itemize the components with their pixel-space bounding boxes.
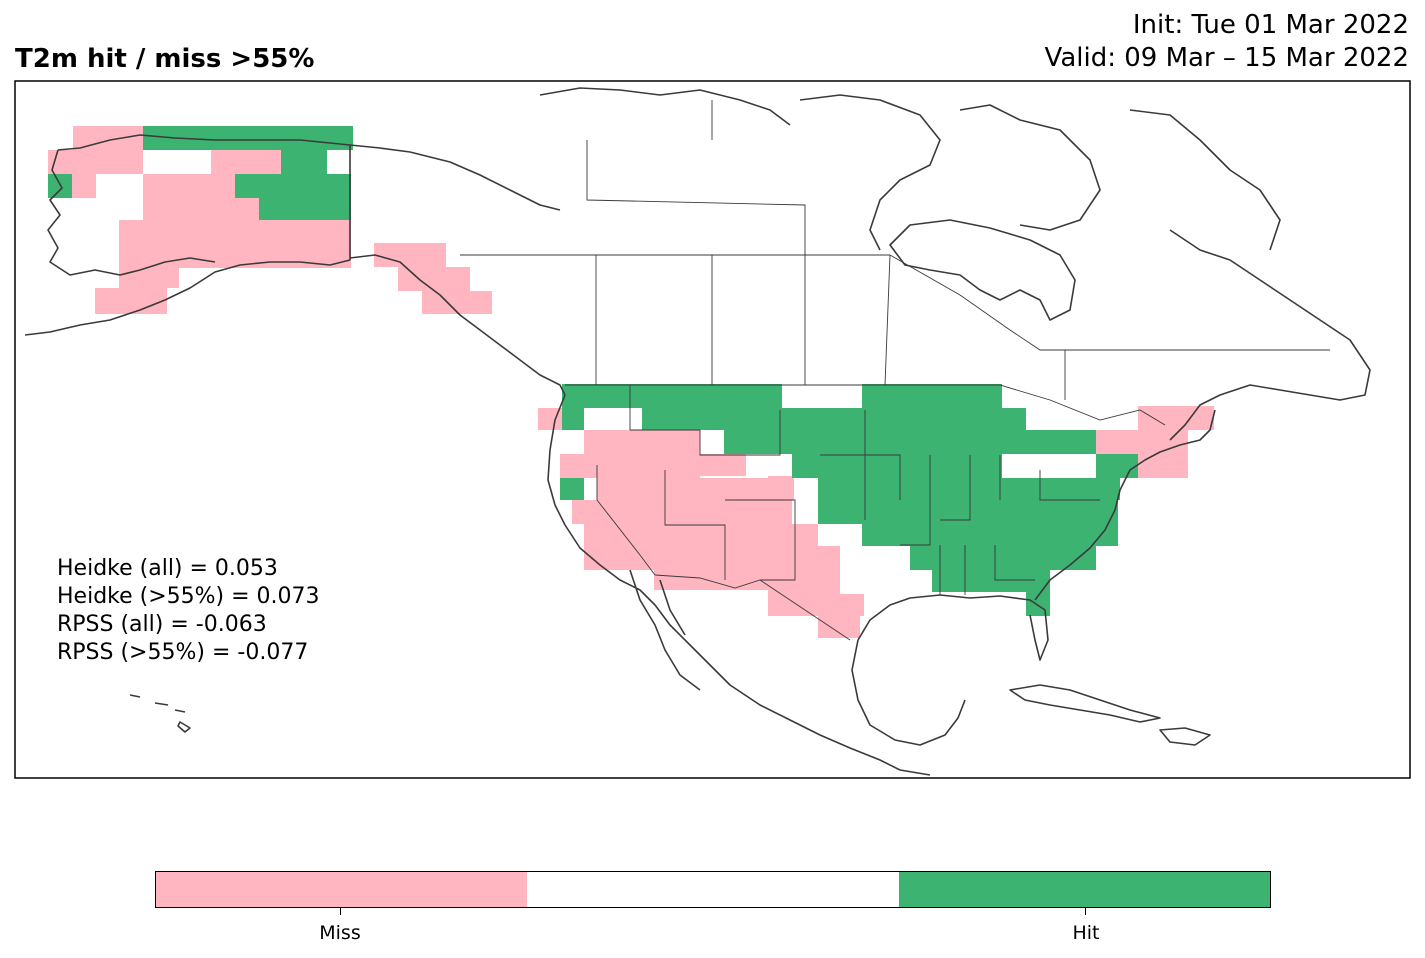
init-date: Init: Tue 01 Mar 2022 xyxy=(1132,10,1409,40)
miss-cell xyxy=(768,476,794,500)
province-lines xyxy=(586,100,1066,400)
miss-cell xyxy=(1162,454,1188,476)
heidke-all: Heidke (all) = 0.053 xyxy=(57,556,278,581)
panhandle-coast xyxy=(349,254,566,396)
hit-cell xyxy=(724,430,782,454)
hit-cell xyxy=(932,570,1050,592)
colorbar xyxy=(155,871,1271,908)
miss-cell xyxy=(818,616,860,638)
miss-cell xyxy=(572,500,792,524)
valid-period: Valid: 09 Mar – 15 Mar 2022 xyxy=(1044,43,1409,73)
cuba xyxy=(1009,684,1161,723)
miss-cell xyxy=(48,150,143,174)
hit-cell xyxy=(910,546,1096,570)
hit-cell xyxy=(259,198,351,220)
heidke-55: Heidke (>55%) = 0.073 xyxy=(57,584,320,609)
miss-cell xyxy=(72,174,96,198)
colorbar-label-miss: Miss xyxy=(319,922,361,944)
score-panel: Heidke (all) = 0.053 Heidke (>55%) = 0.0… xyxy=(57,555,320,667)
miss-cell xyxy=(422,291,492,314)
miss-cell xyxy=(768,594,864,616)
hit-cell xyxy=(1072,430,1096,454)
hit-cell xyxy=(1026,430,1048,454)
miss-cell xyxy=(1138,430,1188,454)
borders xyxy=(349,100,1330,641)
colorbar-neutral-segment xyxy=(527,872,899,907)
miss-cell xyxy=(374,243,446,267)
map-frame xyxy=(14,80,1411,779)
coastlines xyxy=(24,87,1371,776)
hit-cell xyxy=(862,524,1118,546)
hit-cell xyxy=(562,384,642,408)
miss-cell xyxy=(211,150,281,174)
miss-cell xyxy=(119,268,179,288)
atlantic-coast xyxy=(1034,409,1216,601)
miss-cell xyxy=(1096,430,1138,454)
hit-cell xyxy=(1050,478,1120,500)
rpss-55: RPSS (>55%) = -0.077 xyxy=(57,640,309,665)
state-lines xyxy=(596,385,1100,595)
hudson-bay xyxy=(889,219,1076,321)
hit-cell xyxy=(792,454,1002,478)
miss-cell xyxy=(654,570,794,590)
colorbar-hit-segment xyxy=(898,872,1270,907)
hit-cell xyxy=(560,478,584,500)
hit-cell xyxy=(281,150,327,174)
miss-cell xyxy=(794,524,818,546)
canada-us-border xyxy=(349,145,1330,426)
miss-cell xyxy=(768,570,840,594)
hit-cell xyxy=(642,384,782,430)
colorbar-tick-hit xyxy=(1085,908,1086,915)
arctic-coast xyxy=(349,87,1281,251)
colorbar-tick-miss xyxy=(340,908,341,915)
hispaniola xyxy=(1159,727,1211,746)
hit-cell xyxy=(782,408,862,454)
hit-cell xyxy=(862,430,1096,454)
miss-cell xyxy=(700,454,746,476)
alaska-coast xyxy=(24,134,351,336)
rpss-all: RPSS (all) = -0.063 xyxy=(57,612,267,637)
miss-cell xyxy=(584,430,700,454)
hit-cell xyxy=(862,384,1002,408)
miss-cell xyxy=(95,288,167,314)
hit-cell xyxy=(1096,454,1140,478)
miss-cell xyxy=(597,478,793,500)
map-title: T2m hit / miss >55% xyxy=(15,44,315,74)
hawaii xyxy=(129,694,191,733)
hit-miss-cells xyxy=(48,126,1214,638)
hit-cell xyxy=(818,478,1050,502)
gulf-coast xyxy=(851,594,1049,746)
us-west-coast xyxy=(547,394,931,776)
miss-cell xyxy=(538,408,562,430)
colorbar-miss-segment xyxy=(156,872,528,907)
mexico-border xyxy=(654,574,851,641)
hit-cell xyxy=(562,408,584,430)
miss-cell xyxy=(143,174,235,198)
miss-cell xyxy=(584,546,656,570)
colorbar-label-hit: Hit xyxy=(1072,922,1100,944)
miss-cell xyxy=(1138,406,1214,430)
miss-cell xyxy=(119,220,351,268)
labrador-coast xyxy=(1169,229,1371,441)
miss-cell xyxy=(560,454,700,478)
baja-coast xyxy=(629,569,701,691)
miss-cell xyxy=(794,546,840,570)
hit-cell xyxy=(862,408,1026,432)
miss-cell xyxy=(143,198,259,220)
hit-cell xyxy=(235,174,351,198)
